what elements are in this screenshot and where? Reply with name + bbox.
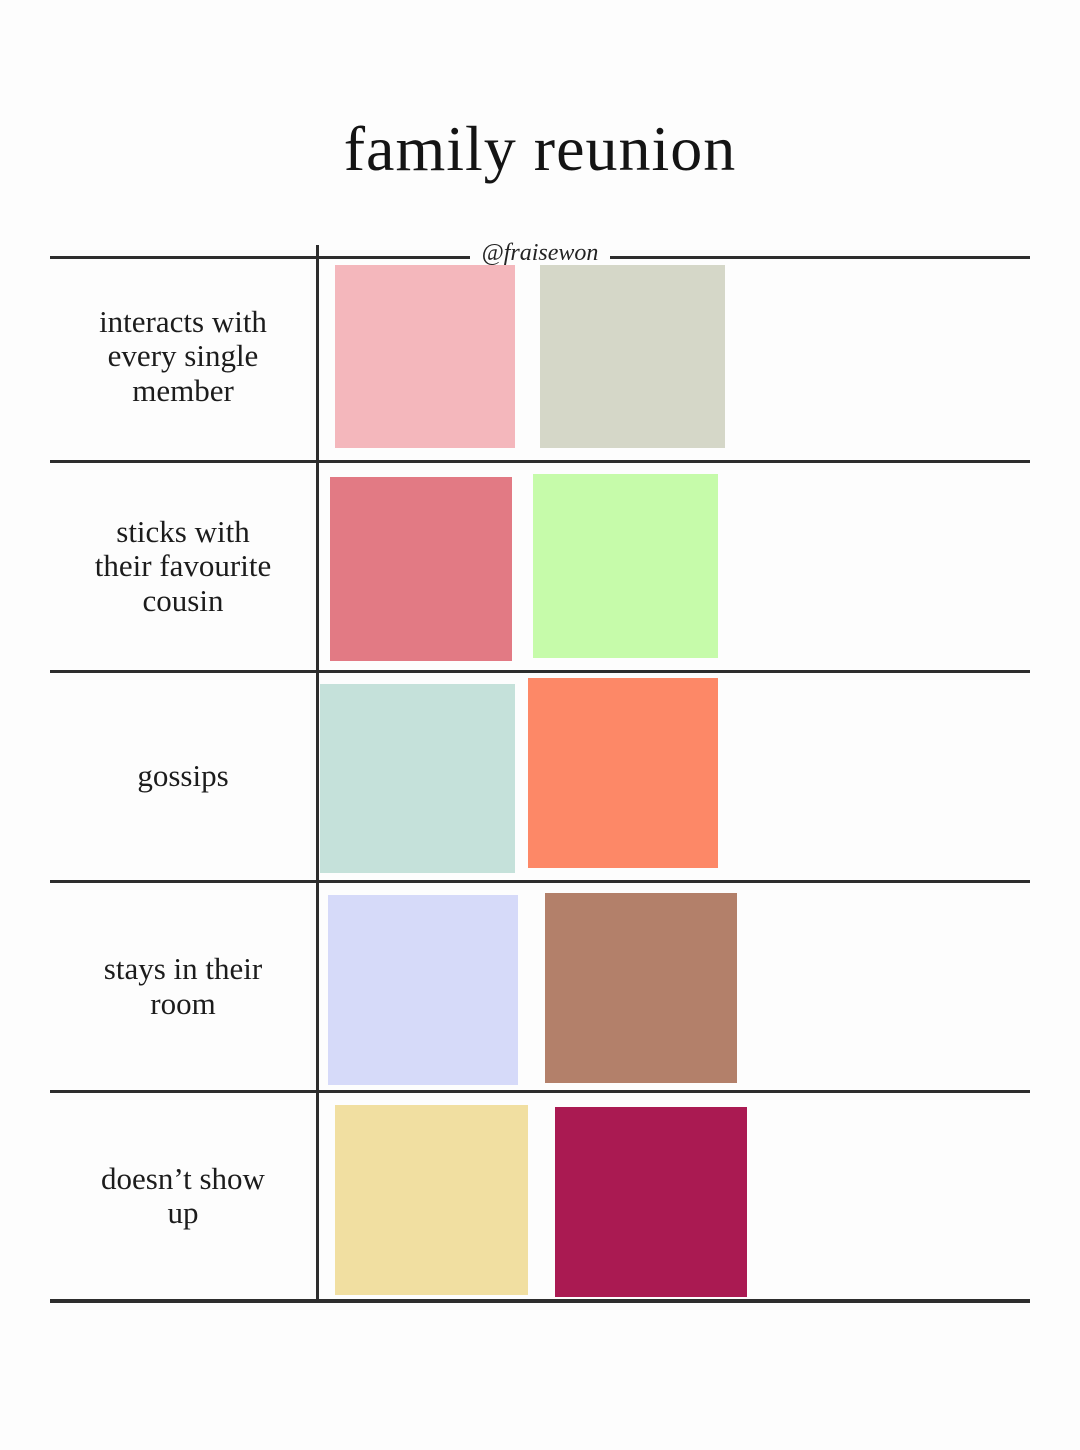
rule-segment-left bbox=[50, 255, 470, 259]
label-cell: interacts with every single member bbox=[50, 253, 316, 460]
color-swatch bbox=[555, 1107, 747, 1297]
swatch-area bbox=[316, 463, 1030, 670]
column-divider bbox=[316, 245, 319, 1303]
label-cell: sticks with their favourite cousin bbox=[50, 463, 316, 670]
rows: interacts with every single member stick… bbox=[50, 253, 1030, 1303]
swatch-area bbox=[316, 253, 1030, 460]
table-row: gossips bbox=[50, 673, 1030, 883]
rule-segment-right bbox=[610, 255, 1031, 259]
color-swatch bbox=[540, 265, 725, 448]
label-cell: doesn’t show up bbox=[50, 1093, 316, 1299]
color-swatch bbox=[320, 684, 515, 873]
row-label: sticks with their favourite cousin bbox=[94, 514, 272, 618]
row-label: stays in their room bbox=[103, 951, 263, 1021]
color-swatch bbox=[330, 477, 512, 661]
table-row: doesn’t show up bbox=[50, 1093, 1030, 1303]
color-swatch bbox=[528, 678, 718, 868]
swatch-area bbox=[316, 673, 1030, 880]
color-swatch bbox=[335, 1105, 528, 1295]
page-title: family reunion bbox=[343, 113, 737, 184]
row-label: interacts with every single member bbox=[99, 304, 267, 408]
table-row: sticks with their favourite cousin bbox=[50, 463, 1030, 673]
color-swatch bbox=[335, 265, 515, 448]
row-label: gossips bbox=[137, 758, 229, 794]
alignment-chart: @fraisewon interacts with every single m… bbox=[50, 240, 1031, 1303]
table-row: interacts with every single member bbox=[50, 253, 1030, 463]
color-swatch bbox=[533, 474, 718, 658]
swatch-area bbox=[316, 883, 1030, 1090]
table-row: stays in their room bbox=[50, 883, 1030, 1093]
top-rule: @fraisewon bbox=[50, 237, 1031, 267]
label-cell: gossips bbox=[50, 673, 316, 880]
color-swatch bbox=[328, 895, 518, 1085]
swatch-area bbox=[316, 1093, 1030, 1299]
color-swatch bbox=[545, 893, 737, 1083]
author-credit: @fraisewon bbox=[481, 239, 599, 266]
label-cell: stays in their room bbox=[50, 883, 316, 1090]
row-label: doesn’t show up bbox=[101, 1160, 265, 1230]
